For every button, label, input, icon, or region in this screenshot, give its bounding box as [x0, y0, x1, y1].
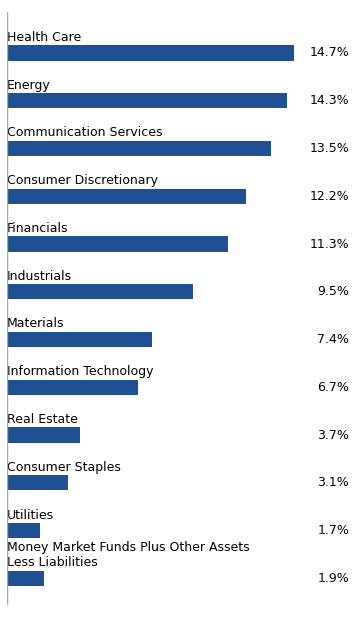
Text: 3.1%: 3.1%	[318, 476, 349, 489]
Text: Consumer Staples: Consumer Staples	[7, 461, 121, 474]
Text: 6.7%: 6.7%	[317, 381, 349, 394]
Bar	[7, 236, 228, 252]
Text: 13.5%: 13.5%	[310, 142, 349, 155]
Bar	[7, 93, 287, 109]
Text: 7.4%: 7.4%	[317, 333, 349, 346]
Text: Utilities: Utilities	[7, 508, 54, 521]
Text: Money Market Funds Plus Other Assets
Less Liabilities: Money Market Funds Plus Other Assets Les…	[7, 541, 250, 569]
Bar	[7, 379, 138, 395]
Bar	[7, 571, 44, 586]
Text: Health Care: Health Care	[7, 31, 81, 44]
Text: 1.9%: 1.9%	[318, 572, 349, 585]
Bar	[7, 141, 271, 156]
Text: Industrials: Industrials	[7, 270, 72, 283]
Text: 3.7%: 3.7%	[317, 429, 349, 442]
Bar	[7, 45, 294, 60]
Text: Consumer Discretionary: Consumer Discretionary	[7, 174, 158, 187]
Text: 14.7%: 14.7%	[310, 46, 349, 59]
Text: 1.7%: 1.7%	[317, 524, 349, 537]
Text: 12.2%: 12.2%	[310, 190, 349, 203]
Bar	[7, 189, 246, 204]
Text: Information Technology: Information Technology	[7, 365, 154, 378]
Text: Financials: Financials	[7, 222, 69, 235]
Text: Energy: Energy	[7, 78, 51, 92]
Bar	[7, 284, 193, 299]
Bar	[7, 332, 152, 347]
Bar	[7, 523, 40, 538]
Bar	[7, 428, 80, 443]
Text: Materials: Materials	[7, 318, 65, 331]
Text: 11.3%: 11.3%	[310, 238, 349, 251]
Text: Real Estate: Real Estate	[7, 413, 78, 426]
Text: 14.3%: 14.3%	[310, 94, 349, 107]
Text: 9.5%: 9.5%	[317, 285, 349, 298]
Bar	[7, 475, 68, 491]
Text: Communication Services: Communication Services	[7, 126, 163, 139]
